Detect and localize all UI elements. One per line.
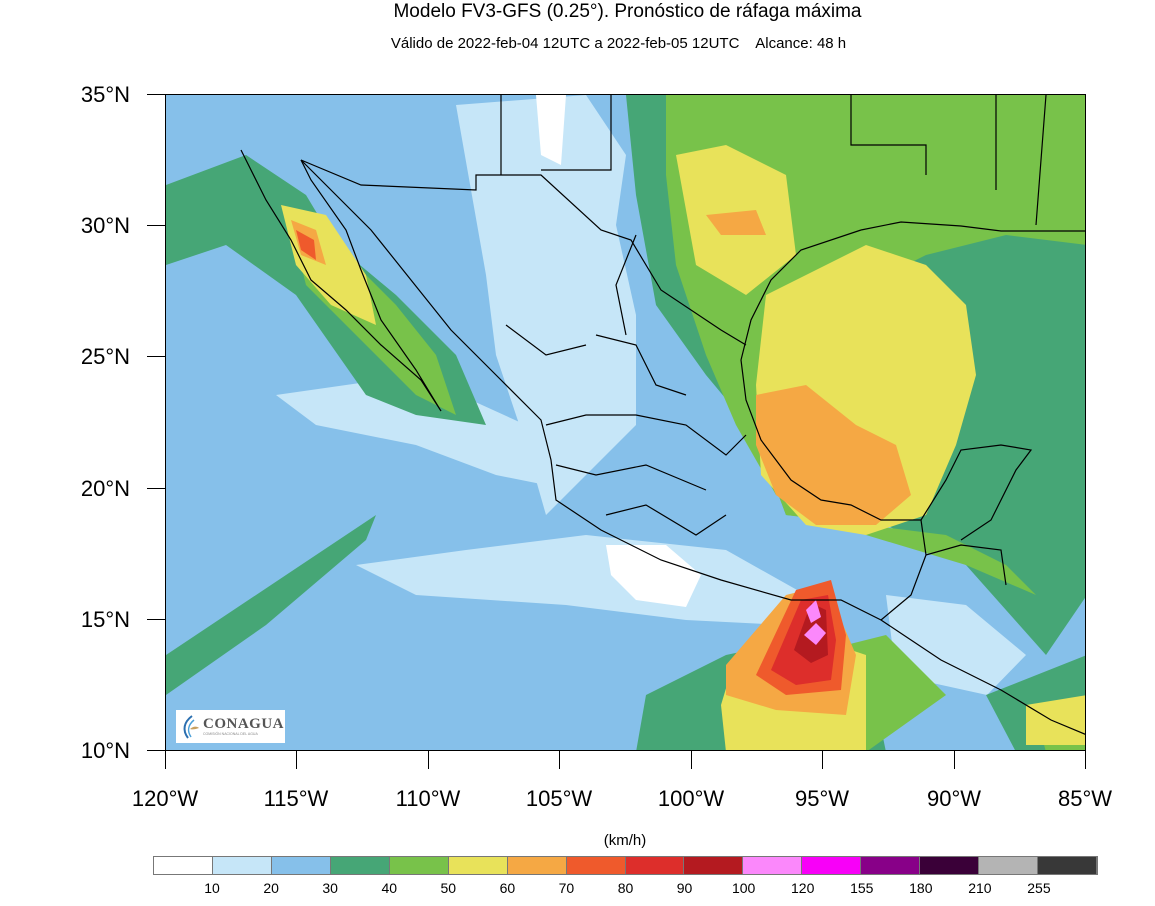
colorbar-label: 70 — [558, 880, 575, 896]
lon-tick — [165, 751, 166, 769]
colorbar-label: 20 — [263, 880, 279, 896]
conagua-logo: CONAGUA COMISIÓN NACIONAL DEL AGUA — [176, 710, 285, 743]
lat-label: 20°N — [80, 476, 130, 501]
lat-label: 25°N — [80, 344, 130, 369]
colorbar-label: 80 — [617, 880, 634, 896]
lon-tick — [822, 751, 823, 769]
colorbar-swatch — [448, 857, 508, 874]
field-60-70 — [291, 210, 911, 715]
colorbar-label: 10 — [204, 880, 220, 896]
colorbar-label: 255 — [1027, 880, 1051, 896]
colorbar-swatch — [566, 857, 626, 874]
colorbar-swatch — [507, 857, 567, 874]
lon-label: 95°W — [794, 786, 850, 811]
lon-tick — [1085, 751, 1086, 769]
colorbar-label: 30 — [322, 880, 338, 896]
colorbar-label: 120 — [791, 880, 815, 896]
colorbar-swatch — [979, 857, 1039, 874]
wind-gust-map — [165, 94, 1086, 751]
field-0-10 — [536, 95, 701, 607]
lon-label: 120°W — [131, 786, 199, 811]
lat-tick — [147, 750, 165, 751]
colorbar-swatch — [684, 857, 744, 874]
colorbar-swatch — [743, 857, 803, 874]
colorbar — [153, 856, 1098, 875]
lon-label: 85°W — [1057, 786, 1113, 811]
colorbar-swatch — [920, 857, 980, 874]
lat-tick — [147, 225, 165, 226]
colorbar-swatch — [389, 857, 449, 874]
colorbar-label: 210 — [968, 880, 992, 896]
lon-label: 100°W — [657, 786, 725, 811]
lat-label: 15°N — [80, 607, 130, 632]
colorbar-label: 50 — [440, 880, 457, 896]
lon-tick — [559, 751, 560, 769]
map-field — [166, 95, 1085, 750]
colorbar-swatch — [330, 857, 390, 874]
coastlines — [240, 95, 1085, 735]
lat-label: 35°N — [80, 82, 130, 107]
field-10-20-mexico — [456, 95, 1026, 695]
lat-tick — [147, 619, 165, 620]
field-100-120 — [804, 600, 826, 645]
colorbar-swatch — [1038, 857, 1097, 874]
lon-label: 115°W — [263, 786, 329, 811]
colorbar-swatch — [212, 857, 272, 874]
colorbar-unit: (km/h) — [603, 832, 647, 849]
lat-label: 30°N — [80, 213, 130, 238]
chart-title: Modelo FV3-GFS (0.25°). Pronóstico de rá… — [393, 1, 862, 22]
lat-tick — [147, 488, 165, 489]
lon-tick — [296, 751, 297, 769]
lon-tick — [428, 751, 429, 769]
water-drop-icon — [183, 714, 199, 739]
colorbar-label: 60 — [499, 880, 516, 896]
colorbar-label: 180 — [909, 880, 933, 896]
colorbar-swatch — [802, 857, 862, 874]
logo-tagline: COMISIÓN NACIONAL DEL AGUA — [203, 732, 258, 736]
lat-label: 10°N — [80, 738, 130, 763]
logo-name: CONAGUA — [203, 716, 284, 732]
field-50-60 — [281, 145, 1085, 750]
colorbar-swatch — [271, 857, 331, 874]
lon-label: 105°W — [525, 786, 593, 811]
colorbar-label: 155 — [850, 880, 874, 896]
colorbar-swatch — [861, 857, 921, 874]
lon-label: 90°W — [926, 786, 982, 811]
lat-tick — [147, 356, 165, 357]
colorbar-label: 40 — [381, 880, 398, 896]
colorbar-label: 100 — [731, 880, 756, 896]
lon-tick — [954, 751, 955, 769]
lon-tick — [691, 751, 692, 769]
lat-tick — [147, 94, 165, 95]
colorbar-swatch — [154, 857, 213, 874]
colorbar-label: 90 — [676, 880, 693, 896]
chart-subtitle: Válido de 2022-feb-04 12UTC a 2022-feb-0… — [390, 35, 847, 52]
colorbar-swatch — [625, 857, 685, 874]
lon-label: 110°W — [395, 786, 461, 811]
